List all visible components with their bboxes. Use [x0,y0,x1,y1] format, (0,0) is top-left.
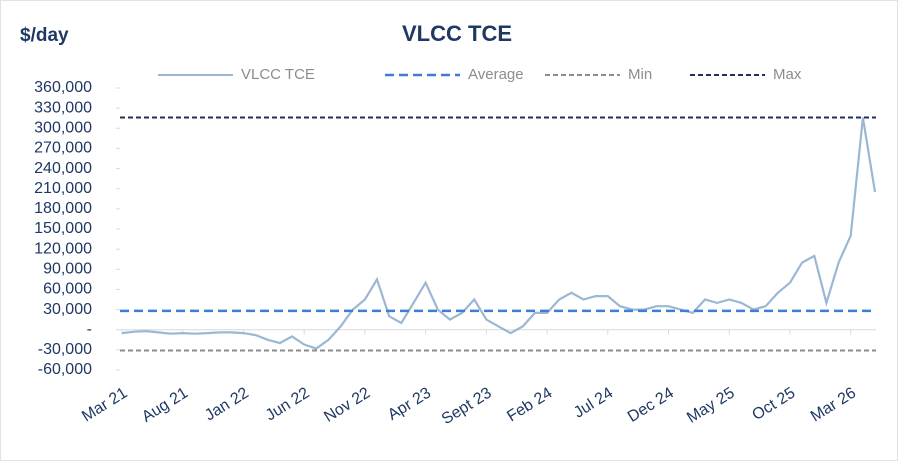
y-tick-label: - [87,321,92,338]
legend-label: Max [773,66,802,83]
y-tick-label: -30,000 [38,341,92,358]
y-tick-label: 60,000 [43,281,92,298]
y-tick-label: 240,000 [34,160,92,177]
chart-title: VLCC TCE [402,21,512,46]
legend-label: Min [628,66,652,83]
y-tick-label: 270,000 [34,140,92,157]
y-tick-label: 360,000 [34,79,92,96]
y-tick-label: 90,000 [43,261,92,278]
y-tick-label: 30,000 [43,301,92,318]
legend-label: Average [468,66,524,83]
y-tick-label: 150,000 [34,220,92,237]
data-line [121,117,877,350]
legend-label: VLCC TCE [241,66,315,83]
y-tick-label: 120,000 [34,240,92,257]
y-tick-label: 330,000 [34,99,92,116]
y-tick-label: 210,000 [34,180,92,197]
y-tick-label: -60,000 [38,361,92,378]
y-tick-label: 300,000 [34,120,92,137]
y-axis-label: $/day [20,25,69,46]
y-tick-label: 180,000 [34,200,92,217]
